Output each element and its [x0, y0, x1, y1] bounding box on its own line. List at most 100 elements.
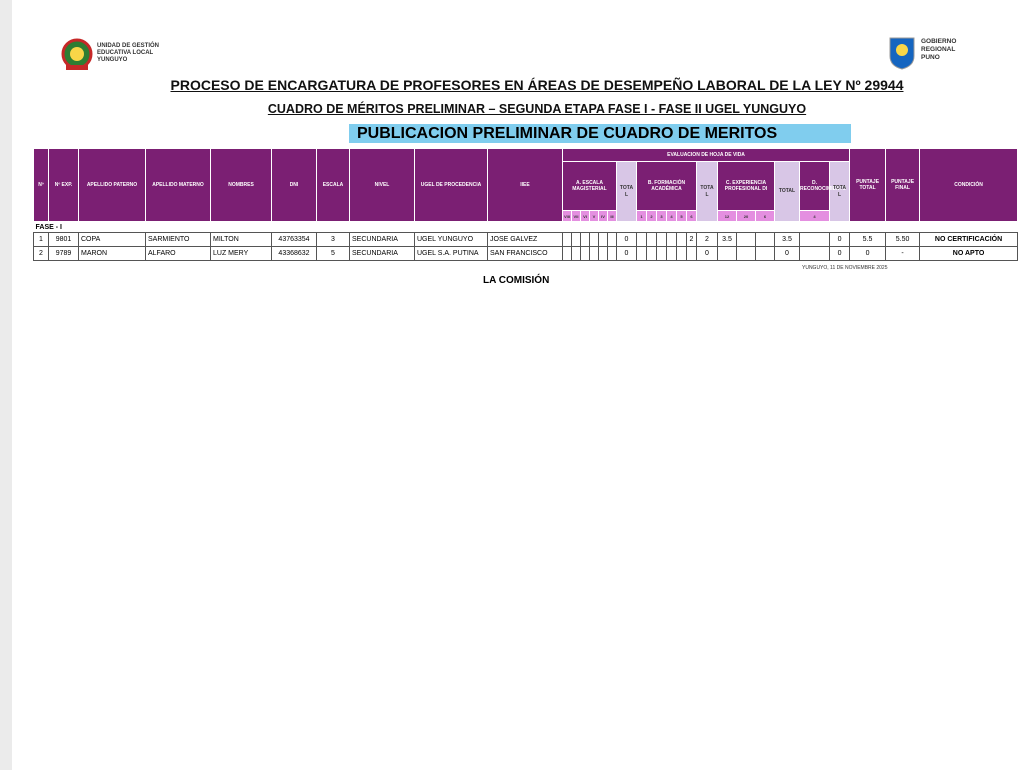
cell	[676, 246, 687, 261]
cell: 0	[616, 232, 637, 247]
cell: 0	[774, 246, 800, 261]
merit-table: Nº Nº EXP. APELLIDO PATERNO APELLIDO MATERN…	[33, 148, 1019, 261]
region-logo	[889, 37, 915, 70]
total-header: TOTAL	[696, 161, 718, 222]
ugel-logo-text: UNIDAD DE GESTIÓN EDUCATIVA LOCAL YUNGUY…	[97, 43, 159, 64]
cell: 5.5	[849, 232, 887, 247]
cell: SECUNDARIA	[349, 246, 415, 261]
cell: 5.50	[885, 232, 921, 247]
sub-header: 4	[799, 210, 830, 222]
sub-header: 1	[636, 210, 647, 222]
sub-header: VI	[580, 210, 590, 222]
sub-header: VIII	[562, 210, 572, 222]
cell	[686, 246, 697, 261]
column-header: IIEE	[487, 148, 563, 222]
cell: JOSE GALVEZ	[487, 232, 563, 247]
sub-header: 2	[646, 210, 657, 222]
group-header: B. FORMACIÓN ACADÉMICA	[636, 161, 697, 211]
cell	[656, 246, 667, 261]
cell: 2	[696, 232, 718, 247]
cell	[580, 246, 590, 261]
total-header: TOTAL	[616, 161, 637, 222]
date: YUNGUYO, 11 DE NOVIEMBRE 2025	[802, 265, 888, 271]
title: PROCESO DE ENCARGATURA DE PROFESORES EN …	[170, 77, 904, 93]
document-page: UNIDAD DE GESTIÓN EDUCATIVA LOCAL YUNGUY…	[12, 0, 1024, 770]
section-row: FASE - I	[34, 222, 1018, 233]
cell: NO CERTIFICACIÓN	[919, 232, 1019, 247]
cell: 9801	[48, 232, 79, 247]
cell: 3	[316, 232, 350, 247]
column-header: Nº	[33, 148, 49, 222]
column-header: APELLIDO PATERNO	[78, 148, 146, 222]
cell: 9789	[48, 246, 79, 261]
cell	[580, 232, 590, 247]
column-header: PUNTAJE FINAL	[885, 148, 921, 222]
total-header: TOTAL	[828, 161, 851, 222]
cell	[736, 232, 756, 247]
column-header: NOMBRES	[210, 148, 272, 222]
cell	[562, 246, 572, 261]
region-logo-text: GOBIERNO REGIONAL PUNO	[921, 38, 956, 62]
sub-header: 6	[686, 210, 697, 222]
cell	[666, 232, 677, 247]
column-header: CONDICIÓN	[919, 148, 1019, 222]
cell: 2	[33, 246, 49, 261]
logo-line: EDUCATIVA LOCAL	[97, 50, 154, 56]
column-header: UGEL DE PROCEDENCIA	[414, 148, 488, 222]
cell	[755, 246, 775, 261]
logo-line: REGIONAL	[921, 46, 956, 53]
data-row: 2 9789 MARON ALFARO LUZ MERY 43368632 5 SECUNDA…	[33, 246, 1019, 261]
section-label: FASE - I	[35, 223, 62, 231]
header-row: A. ESCALA MAGISTERIAL TOTAL B. FORMACIÓN A…	[34, 161, 1018, 222]
column-header: NIVEL	[349, 148, 415, 222]
cell: SECUNDARIA	[349, 232, 415, 247]
cell: 43763354	[271, 232, 317, 247]
sub-header: 4	[666, 210, 677, 222]
sub-header: 6	[755, 210, 775, 222]
cell: 5	[316, 246, 350, 261]
cell	[666, 246, 677, 261]
sub-header: VII	[571, 210, 581, 222]
group-header: D. RECONOCIMIENTO	[799, 161, 846, 211]
cell	[607, 246, 617, 261]
signature: LA COMISIÓN	[483, 275, 550, 286]
cell	[636, 246, 647, 261]
sub-header: 12	[717, 210, 737, 222]
cell	[646, 246, 657, 261]
cell	[598, 246, 608, 261]
sub-header: 3	[656, 210, 667, 222]
sub-header: V	[589, 210, 599, 222]
cell	[571, 246, 581, 261]
cell: -	[885, 246, 921, 261]
cell: SARMIENTO	[145, 232, 211, 247]
data-row: 1 9801 COPA SARMIENTO MILTON 43763354 3 SECUNDA…	[33, 232, 1019, 247]
group-header: EVALUACION DE HOJA DE VIDA	[561, 148, 851, 162]
cell: SAN FRANCISCO	[487, 246, 563, 261]
logo-line: PUNO	[921, 54, 940, 61]
cell	[656, 232, 667, 247]
cell: 3.5	[717, 232, 737, 247]
cell	[736, 246, 756, 261]
group-header: C. EXPERIENCIA PROFESIONAL DI	[717, 161, 775, 211]
group-header: A. ESCALA MAGISTERIAL	[562, 161, 617, 211]
column-header: APELLIDO MATERNO	[145, 148, 211, 222]
cell	[799, 246, 830, 261]
total-header: TOTAL	[774, 161, 800, 222]
column-header: ESCALA	[316, 148, 350, 222]
cell	[799, 232, 830, 247]
cell: 2	[686, 232, 697, 247]
banner: PUBLICACION PRELIMINAR DE CUADRO DE MERI…	[349, 124, 851, 143]
cell	[589, 232, 599, 247]
cell: UGEL YUNGUYO	[414, 232, 488, 247]
cell	[571, 232, 581, 247]
cell	[598, 232, 608, 247]
logo-line: UNIDAD DE GESTIÓN	[97, 43, 160, 49]
cell: 0	[828, 246, 851, 261]
header-row: Nº Nº EXP. APELLIDO PATERNO APELLIDO MATERN…	[33, 148, 1019, 222]
cell: COPA	[78, 232, 146, 247]
cell	[636, 232, 647, 247]
sub-header: III	[607, 210, 617, 222]
cell	[607, 232, 617, 247]
sub-header: 5	[676, 210, 687, 222]
